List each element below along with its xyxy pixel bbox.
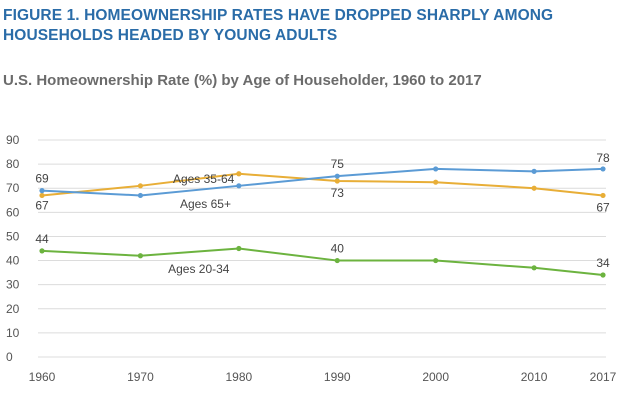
series-line-ages-65 xyxy=(41,167,604,197)
gridlines xyxy=(38,139,606,358)
data-point-ages-65 xyxy=(433,166,439,172)
data-point-ages-20-34 xyxy=(531,265,537,271)
data-point-ages-65 xyxy=(334,173,340,179)
data-point-ages-35-64 xyxy=(334,178,340,184)
series-lines xyxy=(41,167,604,277)
x-tick-label: 1980 xyxy=(225,370,252,384)
y-tick-label: 20 xyxy=(6,302,20,316)
data-label: 67 xyxy=(596,200,610,214)
figure-title: FIGURE 1. HOMEOWNERSHIP RATES HAVE DROPP… xyxy=(3,7,554,44)
data-point-ages-35-64 xyxy=(39,192,45,199)
x-tick-label: 2000 xyxy=(422,370,449,384)
y-tick-label: 80 xyxy=(6,157,20,171)
data-point-ages-35-64 xyxy=(600,192,606,199)
data-label: 67 xyxy=(35,198,49,212)
data-point-ages-65 xyxy=(600,166,606,172)
series-label-ages-65: Ages 65+ xyxy=(180,197,231,211)
data-point-ages-20-34 xyxy=(39,248,45,254)
data-point-ages-35-64 xyxy=(433,179,439,185)
x-tick-label: 1960 xyxy=(29,370,56,384)
y-tick-label: 90 xyxy=(6,133,20,147)
series-points xyxy=(39,166,606,278)
y-tick-label: 70 xyxy=(6,181,20,195)
data-point-ages-35-64 xyxy=(137,183,144,189)
data-point-ages-20-34 xyxy=(236,245,242,252)
data-point-ages-35-64 xyxy=(236,171,242,177)
data-label: 69 xyxy=(35,172,49,186)
x-tick-label: 2010 xyxy=(521,370,548,384)
data-point-ages-65 xyxy=(236,183,242,189)
series-label-ages-20-34: Ages 20-34 xyxy=(168,262,230,276)
y-tick-label: 0 xyxy=(6,350,13,364)
series-label-ages-35-64: Ages 35-64 xyxy=(173,172,235,186)
series-line-ages-20-34 xyxy=(41,247,604,277)
data-point-ages-65 xyxy=(39,188,45,194)
y-tick-label: 50 xyxy=(6,229,20,243)
y-tick-label: 30 xyxy=(6,278,20,292)
data-label: 40 xyxy=(331,242,345,256)
x-tick-label: 1990 xyxy=(324,370,351,384)
y-axis-ticks: 0 10 20 30 40 50 60 70 80 90 xyxy=(6,133,20,364)
chart-title: U.S. Homeownership Rate (%) by Age of Ho… xyxy=(3,72,482,89)
x-tick-label: 2017 xyxy=(590,370,617,384)
data-label: 78 xyxy=(596,151,610,165)
data-labels: 69 67 44 75 73 40 78 67 34 xyxy=(35,151,610,270)
data-point-ages-65 xyxy=(137,192,144,199)
series-labels: Ages 35-64 Ages 65+ Ages 20-34 xyxy=(168,172,235,276)
data-label: 73 xyxy=(331,186,345,200)
y-tick-label: 10 xyxy=(6,326,20,340)
y-tick-label: 40 xyxy=(6,254,20,268)
data-point-ages-20-34 xyxy=(433,257,439,264)
data-point-ages-20-34 xyxy=(600,272,606,278)
data-label: 34 xyxy=(596,256,610,270)
data-point-ages-20-34 xyxy=(137,253,144,259)
y-tick-label: 60 xyxy=(6,205,20,219)
x-tick-label: 1970 xyxy=(127,370,154,384)
data-point-ages-20-34 xyxy=(334,257,340,264)
data-point-ages-65 xyxy=(531,168,537,174)
data-point-ages-35-64 xyxy=(531,185,537,191)
data-label: 44 xyxy=(35,232,49,246)
x-axis-ticks: 1960 1970 1980 1990 2000 2010 2017 xyxy=(29,370,617,384)
data-label: 75 xyxy=(331,157,345,171)
